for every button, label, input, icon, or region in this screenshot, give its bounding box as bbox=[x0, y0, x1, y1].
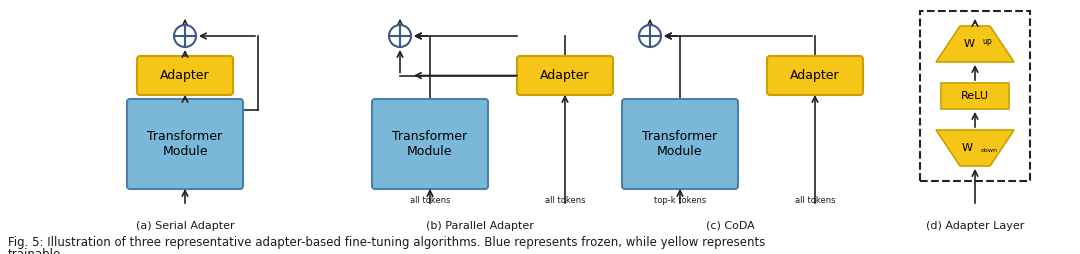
FancyBboxPatch shape bbox=[127, 99, 243, 189]
FancyBboxPatch shape bbox=[767, 56, 863, 95]
FancyBboxPatch shape bbox=[622, 99, 738, 189]
Text: Adapter: Adapter bbox=[160, 69, 210, 82]
Circle shape bbox=[389, 25, 411, 47]
Text: Transformer
Module: Transformer Module bbox=[643, 130, 717, 158]
Text: Adapter: Adapter bbox=[540, 69, 590, 82]
Bar bbox=[941, 83, 1009, 109]
Text: up: up bbox=[982, 37, 991, 45]
Text: (b) Parallel Adapter: (b) Parallel Adapter bbox=[427, 221, 534, 231]
Text: trainable.: trainable. bbox=[8, 248, 65, 254]
Text: W: W bbox=[963, 39, 974, 49]
Circle shape bbox=[639, 25, 661, 47]
FancyBboxPatch shape bbox=[137, 56, 233, 95]
Text: Adapter: Adapter bbox=[791, 69, 840, 82]
Text: (d) Adapter Layer: (d) Adapter Layer bbox=[926, 221, 1024, 231]
Bar bbox=[920, 11, 1030, 181]
FancyBboxPatch shape bbox=[372, 99, 488, 189]
Text: down: down bbox=[981, 149, 998, 153]
Text: all tokens: all tokens bbox=[544, 196, 585, 205]
Text: Transformer
Module: Transformer Module bbox=[392, 130, 468, 158]
Text: W: W bbox=[961, 143, 972, 153]
Polygon shape bbox=[936, 26, 1014, 62]
Text: ReLU: ReLU bbox=[961, 91, 989, 101]
Circle shape bbox=[174, 25, 195, 47]
Text: (c) CoDA: (c) CoDA bbox=[705, 221, 754, 231]
Text: all tokens: all tokens bbox=[795, 196, 835, 205]
FancyBboxPatch shape bbox=[517, 56, 613, 95]
Text: Transformer
Module: Transformer Module bbox=[148, 130, 222, 158]
Text: (a) Serial Adapter: (a) Serial Adapter bbox=[136, 221, 234, 231]
Text: all tokens: all tokens bbox=[409, 196, 450, 205]
Text: Fig. 5: Illustration of three representative adapter-based fine-tuning algorithm: Fig. 5: Illustration of three representa… bbox=[8, 236, 766, 249]
Text: top-k tokens: top-k tokens bbox=[653, 196, 706, 205]
Polygon shape bbox=[936, 130, 1014, 166]
